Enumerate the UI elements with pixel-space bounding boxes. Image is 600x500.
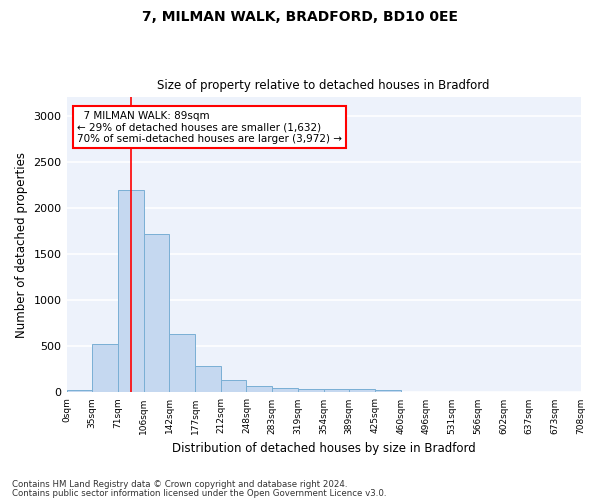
- Title: Size of property relative to detached houses in Bradford: Size of property relative to detached ho…: [157, 79, 490, 92]
- Text: Contains HM Land Registry data © Crown copyright and database right 2024.: Contains HM Land Registry data © Crown c…: [12, 480, 347, 489]
- Bar: [195, 366, 221, 392]
- X-axis label: Distribution of detached houses by size in Bradford: Distribution of detached houses by size …: [172, 442, 475, 455]
- Text: 7, MILMAN WALK, BRADFORD, BD10 0EE: 7, MILMAN WALK, BRADFORD, BD10 0EE: [142, 10, 458, 24]
- Text: 7 MILMAN WALK: 89sqm
← 29% of detached houses are smaller (1,632)
70% of semi-de: 7 MILMAN WALK: 89sqm ← 29% of detached h…: [77, 110, 342, 144]
- Bar: [169, 334, 195, 392]
- Bar: [118, 190, 143, 392]
- Bar: [247, 386, 272, 392]
- Bar: [349, 389, 375, 392]
- Bar: [67, 390, 92, 392]
- Text: Contains public sector information licensed under the Open Government Licence v3: Contains public sector information licen…: [12, 488, 386, 498]
- Bar: [298, 388, 323, 392]
- Bar: [375, 390, 401, 392]
- Bar: [92, 344, 118, 393]
- Bar: [272, 388, 298, 392]
- Bar: [221, 380, 247, 392]
- Y-axis label: Number of detached properties: Number of detached properties: [15, 152, 28, 338]
- Bar: [143, 234, 169, 392]
- Bar: [323, 388, 349, 392]
